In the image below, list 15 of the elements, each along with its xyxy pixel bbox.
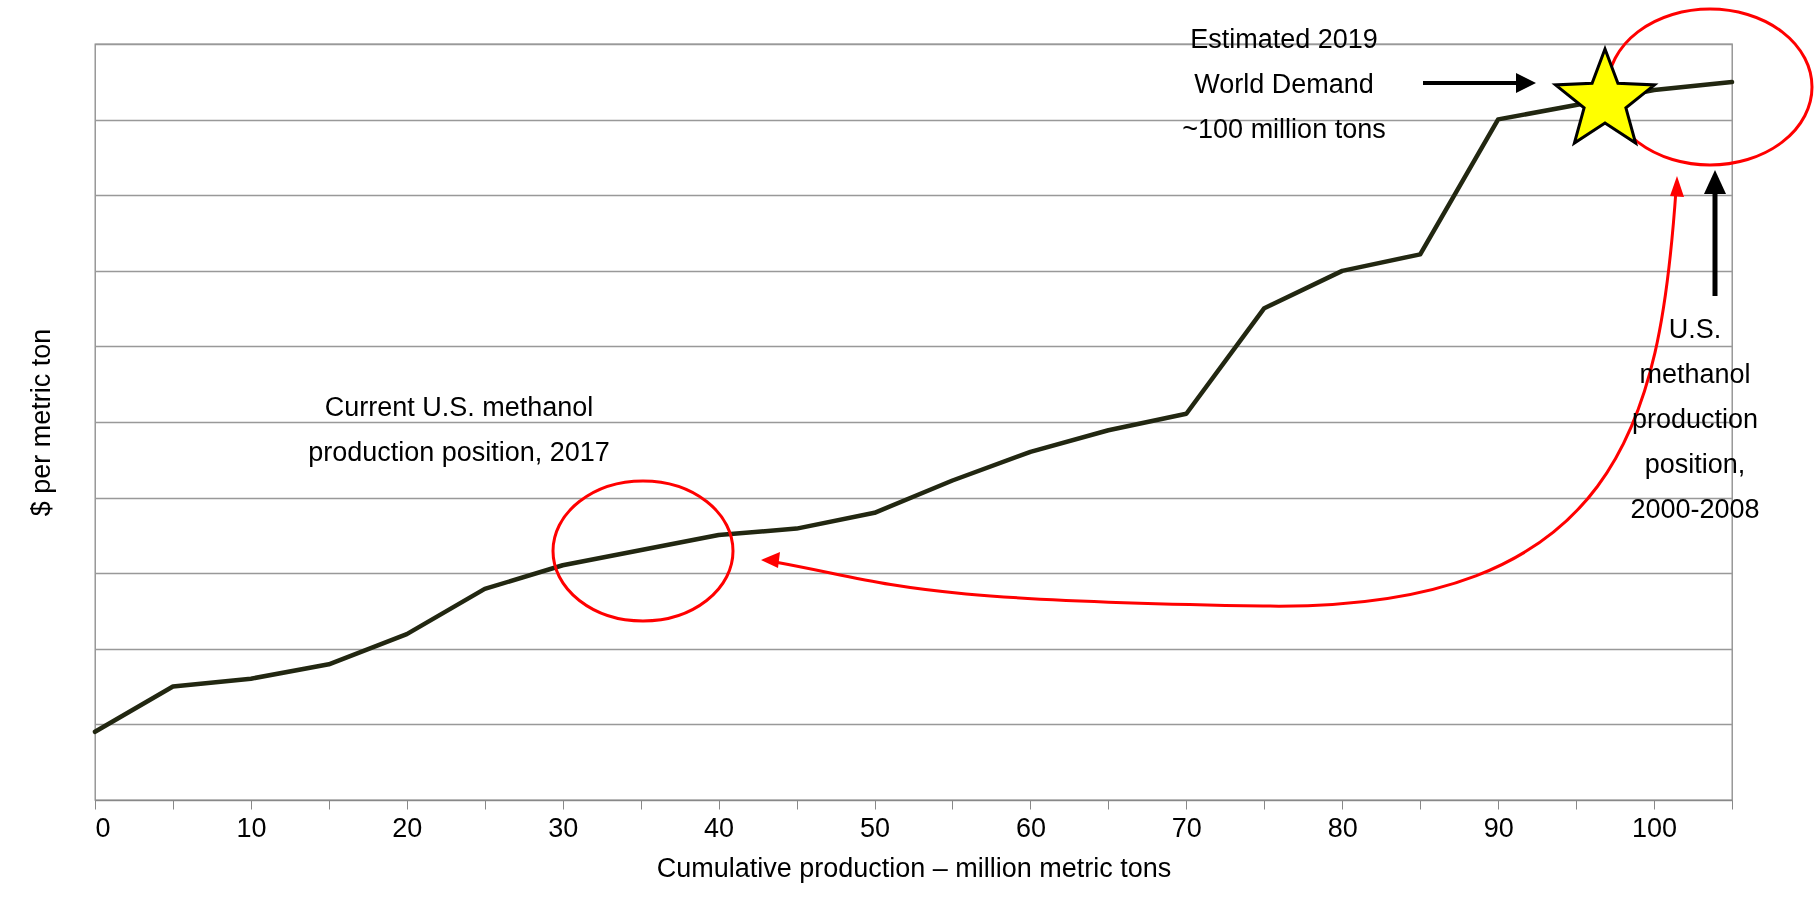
x-tick-label: 90: [1483, 812, 1514, 843]
x-axis-title: Cumulative production – million metric tons: [656, 852, 1172, 883]
x-tick-label: 30: [548, 812, 579, 843]
x-tick-label: 40: [704, 812, 735, 843]
x-tick-label: 20: [392, 812, 423, 843]
x-tick-label: 10: [236, 812, 267, 843]
x-tick-label: 100: [1632, 812, 1678, 843]
x-tick-label: 80: [1327, 812, 1358, 843]
x-tick-label: 0: [95, 812, 111, 843]
y-axis-title: $ per metric ton: [25, 328, 56, 517]
annotation: Current U.S. methanol production position, 2017: [308, 392, 610, 467]
annotation: Estimated 2019 World Demand ~100 million tons: [1182, 24, 1386, 144]
x-tick-label: 60: [1015, 812, 1046, 843]
x-tick-label: 50: [860, 812, 891, 843]
x-tick-label: 70: [1171, 812, 1202, 843]
